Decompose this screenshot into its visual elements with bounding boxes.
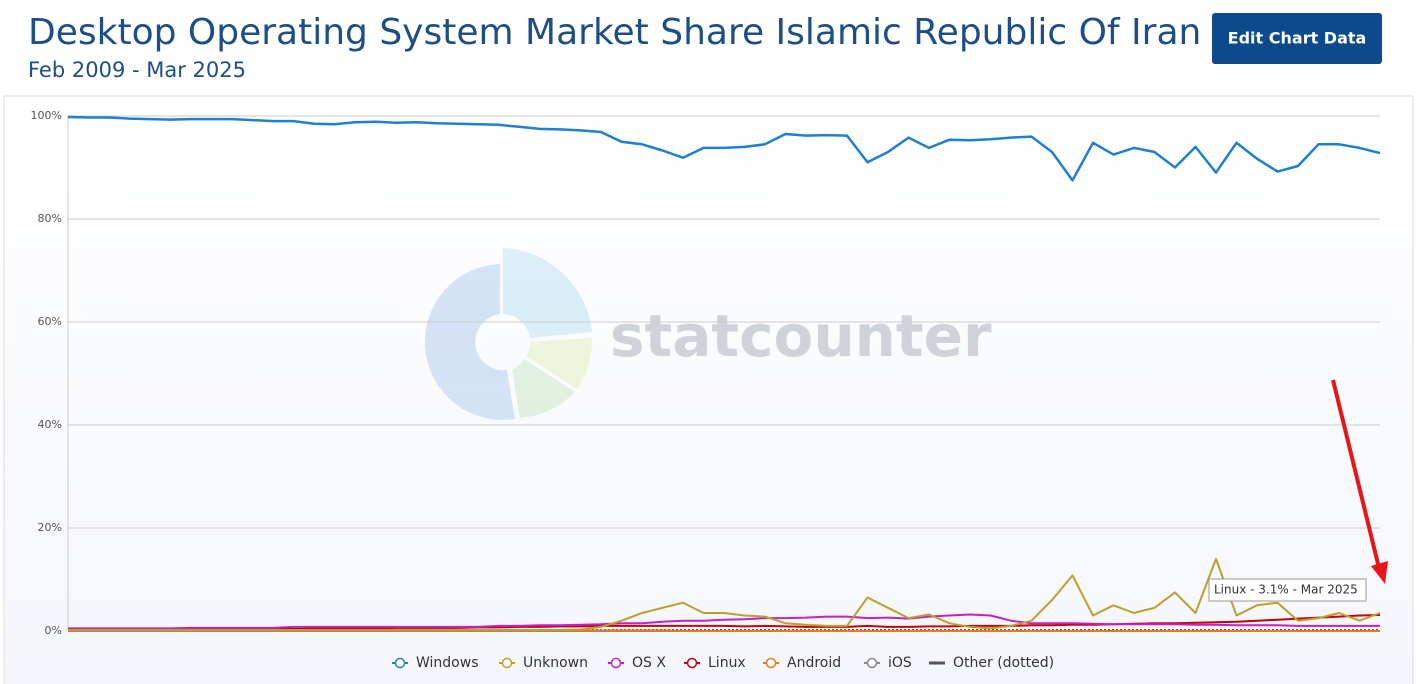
logo-part <box>424 264 515 420</box>
y-tick-label: 100% <box>31 109 62 122</box>
logo-part <box>526 338 593 389</box>
tooltip-box <box>1208 578 1367 602</box>
arrow-head <box>1371 561 1388 584</box>
tooltip: Linux - 3.1% - Mar 2025 <box>1214 583 1358 597</box>
legend-label[interactable]: Other (dotted) <box>953 655 1054 671</box>
legend-symbol <box>394 657 406 669</box>
series-line <box>68 557 1381 631</box>
legend-label[interactable]: Windows <box>416 655 479 671</box>
legend-label[interactable]: Unknown <box>523 655 588 671</box>
plot: 0% 20% 40% 60% 80% 100% <box>31 109 1381 637</box>
legend-label[interactable]: Linux <box>708 655 746 671</box>
legend-symbol <box>765 657 777 669</box>
y-tick-label: 0% <box>45 624 62 637</box>
chart-frame <box>3 95 1414 684</box>
legend-symbol <box>501 657 513 669</box>
y-tick-label: 80% <box>38 212 62 225</box>
logo-part <box>503 248 592 338</box>
legend-label[interactable]: Android <box>787 655 841 671</box>
series-line <box>67 115 1381 182</box>
y-tick-label: 20% <box>38 521 62 534</box>
watermark-text: statcounter <box>610 302 992 370</box>
legend-label[interactable]: OS X <box>632 655 666 671</box>
chart-title: Desktop Operating System Market Share Is… <box>28 12 1201 53</box>
arrow <box>1331 379 1381 569</box>
legend-symbol <box>866 657 878 669</box>
legend-symbol <box>686 657 698 669</box>
edit-button[interactable] <box>1212 13 1382 64</box>
y-tick-label: 60% <box>38 315 62 328</box>
edit-button-label[interactable]: Edit Chart Data <box>1228 29 1367 48</box>
series-line <box>68 613 1380 630</box>
legend-label[interactable]: iOS <box>888 655 912 671</box>
legend-symbol <box>610 657 622 669</box>
watermark: statcounter <box>424 248 992 420</box>
chart-subtitle: Feb 2009 - Mar 2025 <box>28 58 246 82</box>
y-tick-label: 40% <box>38 418 62 431</box>
logo-part <box>512 359 575 418</box>
